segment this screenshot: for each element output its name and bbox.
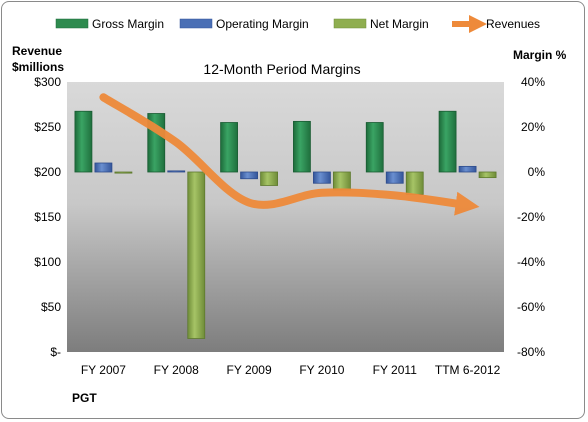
bar-gross-margin: [438, 110, 457, 173]
right-tick-label: 20%: [521, 120, 545, 134]
bar-operating-margin: [94, 162, 113, 173]
bar-net-margin: [405, 171, 424, 195]
right-tick-label: 0%: [528, 165, 546, 179]
plot-area: [67, 82, 504, 352]
category-label: TTM 6-2012: [435, 363, 501, 377]
legend-label-net-margin: Net Margin: [370, 17, 429, 31]
bar-net-margin: [478, 171, 497, 179]
category-label: FY 2008: [154, 363, 199, 377]
category-label: FY 2007: [81, 363, 126, 377]
left-axis-title-line1: Revenue: [12, 44, 62, 58]
left-tick-label: $-: [50, 345, 61, 359]
category-label: FY 2009: [227, 363, 272, 377]
bar-net-margin: [260, 171, 278, 186]
chart-title: 12-Month Period Margins: [203, 61, 360, 77]
left-tick-label: $100: [34, 255, 61, 269]
bar-gross-margin: [293, 120, 311, 173]
legend-label-gross-margin: Gross Margin: [92, 17, 164, 31]
left-axis-title-line2: $millions: [12, 60, 64, 74]
legend-label-revenues: Revenues: [486, 17, 540, 31]
left-tick-label: $50: [41, 300, 61, 314]
legend-item-gross-margin: Gross Margin: [55, 17, 164, 31]
bar-gross-margin: [74, 110, 93, 173]
category-label: FY 2011: [373, 363, 418, 377]
right-axis-title: Margin %: [513, 48, 567, 62]
right-tick-label: 40%: [521, 75, 545, 89]
bar-operating-margin: [240, 171, 258, 180]
legend-item-revenues: Revenues: [452, 15, 540, 33]
right-tick-label: -80%: [517, 345, 545, 359]
bar-net-margin: [187, 171, 206, 339]
right-tick-label: -40%: [517, 255, 545, 269]
bar-operating-margin: [313, 171, 331, 184]
bar-net-margin: [114, 171, 133, 174]
right-tick-label: -20%: [517, 210, 545, 224]
category-label: FY 2010: [299, 363, 344, 377]
legend: Gross Margin Operating Margin Net Margin…: [55, 15, 540, 33]
left-tick-label: $150: [34, 210, 61, 224]
legend-item-operating-margin: Operating Margin: [179, 17, 309, 31]
bar-gross-margin: [220, 122, 238, 173]
bar-operating-margin: [458, 165, 477, 173]
bar-operating-margin: [167, 170, 186, 173]
bar-gross-margin: [365, 122, 384, 173]
right-tick-label: -60%: [517, 300, 545, 314]
bar-operating-margin: [385, 171, 404, 184]
bar-net-margin: [333, 171, 351, 191]
left-tick-label: $200: [34, 165, 61, 179]
left-tick-label: $250: [34, 120, 61, 134]
legend-label-operating-margin: Operating Margin: [216, 17, 309, 31]
company-label: PGT: [72, 391, 97, 405]
left-tick-label: $300: [34, 75, 61, 89]
series-line-revenues: [99, 93, 480, 216]
legend-item-net-margin: Net Margin: [333, 17, 429, 31]
